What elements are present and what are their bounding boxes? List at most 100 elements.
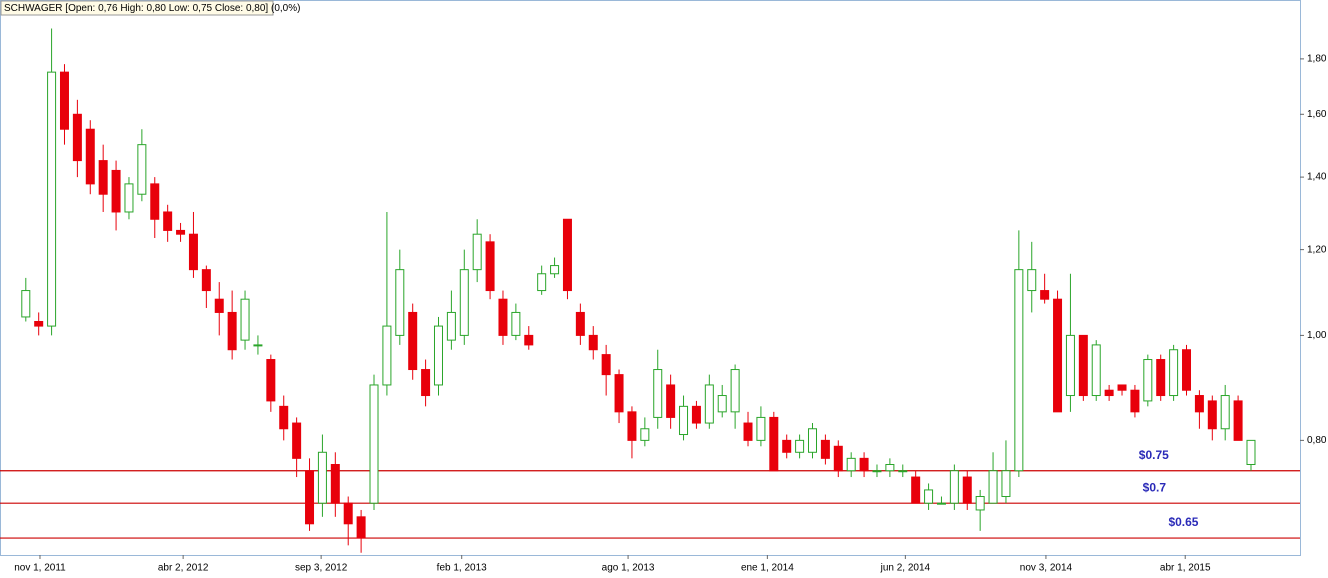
candle-body [163, 211, 173, 231]
candle-body [717, 395, 727, 413]
candle-body [330, 464, 340, 504]
candle-body [859, 457, 869, 472]
candle-body [949, 470, 959, 504]
candle-body [550, 265, 560, 275]
candle-body [21, 290, 31, 318]
candle-body [111, 169, 121, 213]
candle-body [369, 384, 379, 504]
candle-body [562, 218, 572, 292]
x-tick-label: abr 1, 2015 [1160, 563, 1211, 574]
plot-frame [0, 0, 1301, 556]
candle-body [730, 369, 740, 413]
candle-body [614, 374, 624, 413]
candle-body [1182, 349, 1192, 391]
candle-body [666, 384, 676, 418]
candle-body [266, 359, 276, 402]
candle-body [1091, 344, 1101, 397]
candle-body [898, 470, 908, 473]
candle-body [279, 405, 289, 430]
x-tick-label: jun 2, 2014 [880, 563, 931, 574]
candle-body [1169, 349, 1179, 397]
candle-body [227, 311, 237, 351]
candle-body [382, 325, 392, 386]
candle-body [137, 144, 147, 195]
x-tick-label: nov 3, 2014 [1020, 563, 1073, 574]
candle-body [150, 183, 160, 220]
candle-body [511, 311, 521, 336]
candle-body [872, 470, 882, 473]
candle-body [1117, 384, 1127, 391]
candle-body [640, 428, 650, 441]
candle-body [1233, 400, 1243, 441]
candle-body [1220, 395, 1230, 430]
candle-body [1078, 334, 1088, 397]
x-tick-label: nov 1, 2011 [14, 563, 66, 574]
candle-body [1246, 439, 1256, 466]
x-tick-label: sep 3, 2012 [295, 563, 348, 574]
candle-body [691, 405, 701, 424]
candle-body [782, 439, 792, 453]
candle-body [395, 269, 405, 336]
candle-body [704, 384, 714, 424]
candle-body [833, 445, 843, 472]
candle-body [1104, 389, 1114, 397]
candle-body [317, 451, 327, 504]
candle-body [305, 470, 315, 525]
candle-body [743, 422, 753, 441]
candle-body [459, 269, 469, 336]
candle-body [962, 476, 972, 504]
candle-body [1156, 359, 1166, 397]
x-tick-label: ago 1, 2013 [602, 563, 655, 574]
candle-body [911, 476, 921, 504]
candle-body [446, 311, 456, 341]
y-tick-label: 1,80 [1307, 54, 1327, 65]
candle-body [421, 369, 431, 397]
support-label: $0.7 [1143, 480, 1167, 494]
candle-body [575, 311, 585, 336]
candle-body [1001, 470, 1011, 498]
candle-body [343, 502, 353, 525]
candle-body [769, 416, 779, 472]
candle-body [498, 298, 508, 336]
candle-body [627, 411, 637, 441]
candle-body [1143, 359, 1153, 402]
y-tick-label: 1,00 [1307, 330, 1327, 341]
support-label: $0.75 [1139, 448, 1169, 462]
candle-body [756, 416, 766, 441]
candle-body [537, 273, 547, 292]
candle-body [214, 298, 224, 313]
candle-body [240, 298, 250, 341]
candle-body [72, 113, 82, 162]
candle-body [808, 428, 817, 453]
candle-body [485, 241, 495, 292]
candle-body [34, 320, 44, 327]
candle-body [176, 229, 186, 235]
candle-body [936, 502, 946, 505]
candle-body [679, 405, 689, 436]
candle-body [1130, 389, 1140, 413]
candle-body [47, 71, 57, 327]
info-box [0, 0, 274, 16]
candle-body [408, 311, 418, 371]
candle-body [472, 233, 482, 271]
candle-body [795, 439, 805, 453]
y-tick-label: 1,60 [1307, 109, 1327, 120]
x-tick-label: abr 2, 2012 [158, 563, 209, 574]
candle-body [1194, 395, 1204, 413]
candle-body [201, 269, 211, 292]
x-tick-label: feb 1, 2013 [437, 563, 487, 574]
candle-body [59, 71, 69, 130]
info-text: SCHWAGER [Open: 0,76 High: 0,80 Low: 0,7… [4, 3, 300, 14]
candle-body [356, 516, 366, 539]
candle-body [885, 464, 895, 472]
candle-body [588, 334, 598, 351]
candle-body [253, 344, 263, 347]
candle-body [846, 457, 856, 472]
y-tick-label: 0,80 [1307, 435, 1327, 446]
candle-body [975, 496, 985, 511]
candle-body [524, 334, 534, 346]
candle-body [924, 489, 934, 504]
